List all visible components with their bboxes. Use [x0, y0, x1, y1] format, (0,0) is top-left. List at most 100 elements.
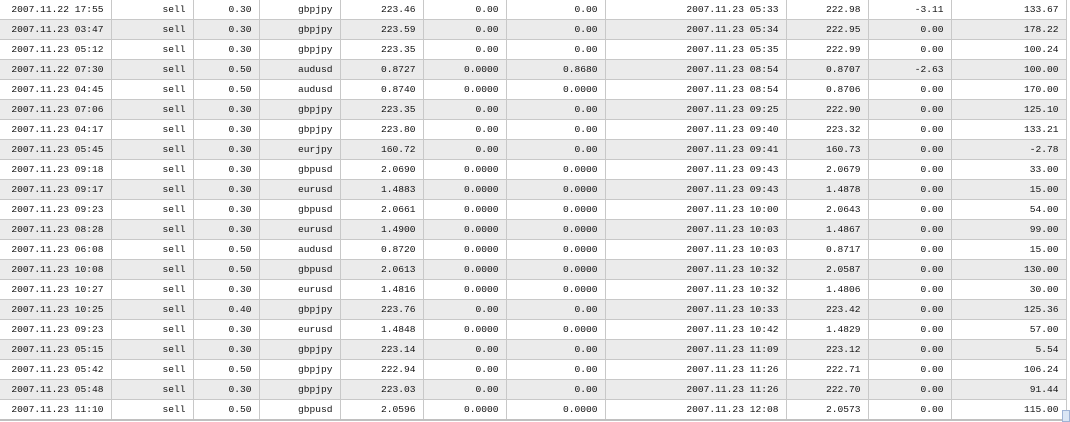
close-price-cell: 222.95 [786, 19, 869, 40]
table-row[interactable]: 2007.11.23 08:28 sell 0.30 eurusd 1.4900 0.00… [0, 219, 1067, 240]
type-cell: sell [111, 339, 194, 360]
table-row[interactable]: 2007.11.23 09:17 sell 0.30 eurusd 1.4883 0.00… [0, 179, 1067, 200]
type-cell: sell [111, 279, 194, 300]
close-price-cell: 222.90 [786, 99, 869, 120]
table-row[interactable]: 2007.11.23 03:47 sell 0.30 gbpjpy 223.59 0.00… [0, 19, 1067, 40]
table-row[interactable]: 2007.11.23 07:06 sell 0.30 gbpjpy 223.35 0.00… [0, 99, 1067, 120]
close-price-cell: 2.0643 [786, 199, 869, 220]
table-row[interactable]: 2007.11.23 09:23 sell 0.30 eurusd 1.4848 0.00… [0, 319, 1067, 340]
open-price-cell: 0.8740 [340, 79, 424, 100]
open-time-cell: 2007.11.23 05:48 [0, 379, 112, 400]
profit-cell: 99.00 [951, 219, 1067, 240]
size-cell: 0.30 [193, 19, 260, 40]
table-row[interactable]: 2007.11.22 17:55 sell 0.30 gbpjpy 223.46 0.00… [0, 0, 1067, 20]
close-time-cell: 2007.11.23 10:00 [605, 199, 787, 220]
type-cell: sell [111, 119, 194, 140]
type-cell: sell [111, 379, 194, 400]
take-profit-cell: 0.00 [506, 139, 606, 160]
close-price-cell: 2.0587 [786, 259, 869, 280]
size-cell: 0.50 [193, 79, 260, 100]
type-cell: sell [111, 159, 194, 180]
symbol-cell: gbpjpy [259, 119, 341, 140]
open-price-cell: 222.94 [340, 359, 424, 380]
open-time-cell: 2007.11.23 09:18 [0, 159, 112, 180]
stop-loss-cell: 0.00 [423, 39, 507, 60]
stop-loss-cell: 0.00 [423, 359, 507, 380]
profit-cell: 57.00 [951, 319, 1067, 340]
table-row[interactable]: 2007.11.23 10:27 sell 0.30 eurusd 1.4816 0.00… [0, 279, 1067, 300]
commission-cell: 0.00 [868, 279, 952, 300]
commission-cell: 0.00 [868, 79, 952, 100]
type-cell: sell [111, 259, 194, 280]
open-time-cell: 2007.11.23 05:12 [0, 39, 112, 60]
table-row[interactable]: 2007.11.23 05:12 sell 0.30 gbpjpy 223.35 0.00… [0, 39, 1067, 60]
close-time-cell: 2007.11.23 10:33 [605, 299, 787, 320]
open-time-cell: 2007.11.23 06:08 [0, 239, 112, 260]
size-cell: 0.50 [193, 59, 260, 80]
table-row[interactable]: 2007.11.23 05:45 sell 0.30 eurjpy 160.72 0.00… [0, 139, 1067, 160]
table-row[interactable]: 2007.11.23 11:10 sell 0.50 gbpusd 2.0596 0.00… [0, 399, 1067, 421]
open-price-cell: 2.0690 [340, 159, 424, 180]
open-price-cell: 1.4900 [340, 219, 424, 240]
close-time-cell: 2007.11.23 11:09 [605, 339, 787, 360]
stop-loss-cell: 0.00 [423, 139, 507, 160]
size-cell: 0.50 [193, 259, 260, 280]
close-time-cell: 2007.11.23 11:26 [605, 379, 787, 400]
symbol-cell: eurusd [259, 219, 341, 240]
table-row[interactable]: 2007.11.23 04:17 sell 0.30 gbpjpy 223.80 0.00… [0, 119, 1067, 140]
commission-cell: 0.00 [868, 319, 952, 340]
close-time-cell: 2007.11.23 12:08 [605, 399, 787, 421]
table-row[interactable]: 2007.11.23 04:45 sell 0.50 audusd 0.8740 0.00… [0, 79, 1067, 100]
open-price-cell: 223.03 [340, 379, 424, 400]
open-time-cell: 2007.11.23 05:42 [0, 359, 112, 380]
close-time-cell: 2007.11.23 10:42 [605, 319, 787, 340]
take-profit-cell: 0.0000 [506, 199, 606, 220]
commission-cell: 0.00 [868, 99, 952, 120]
stop-loss-cell: 0.0000 [423, 179, 507, 200]
open-time-cell: 2007.11.23 08:28 [0, 219, 112, 240]
open-time-cell: 2007.11.23 04:45 [0, 79, 112, 100]
close-price-cell: 1.4829 [786, 319, 869, 340]
open-price-cell: 2.0661 [340, 199, 424, 220]
open-time-cell: 2007.11.23 09:17 [0, 179, 112, 200]
symbol-cell: gbpjpy [259, 99, 341, 120]
open-time-cell: 2007.11.23 10:25 [0, 299, 112, 320]
table-row[interactable]: 2007.11.23 10:25 sell 0.40 gbpjpy 223.76 0.00… [0, 299, 1067, 320]
profit-cell: 100.00 [951, 59, 1067, 80]
size-cell: 0.30 [193, 119, 260, 140]
table-row[interactable]: 2007.11.23 09:18 sell 0.30 gbpusd 2.0690 0.00… [0, 159, 1067, 180]
close-time-cell: 2007.11.23 05:33 [605, 0, 787, 20]
symbol-cell: gbpjpy [259, 379, 341, 400]
close-time-cell: 2007.11.23 08:54 [605, 59, 787, 80]
type-cell: sell [111, 399, 194, 421]
table-row[interactable]: 2007.11.23 10:08 sell 0.50 gbpusd 2.0613 0.00… [0, 259, 1067, 280]
type-cell: sell [111, 139, 194, 160]
take-profit-cell: 0.0000 [506, 219, 606, 240]
stop-loss-cell: 0.0000 [423, 219, 507, 240]
commission-cell: 0.00 [868, 259, 952, 280]
table-row[interactable]: 2007.11.23 09:23 sell 0.30 gbpusd 2.0661 0.00… [0, 199, 1067, 220]
open-price-cell: 223.80 [340, 119, 424, 140]
type-cell: sell [111, 99, 194, 120]
size-cell: 0.30 [193, 279, 260, 300]
close-time-cell: 2007.11.23 10:03 [605, 239, 787, 260]
table-row[interactable]: 2007.11.23 05:15 sell 0.30 gbpjpy 223.14 0.00… [0, 339, 1067, 360]
table-row[interactable]: 2007.11.22 07:30 sell 0.50 audusd 0.8727 0.00… [0, 59, 1067, 80]
take-profit-cell: 0.0000 [506, 259, 606, 280]
table-row[interactable]: 2007.11.23 05:48 sell 0.30 gbpjpy 223.03 0.00… [0, 379, 1067, 400]
stop-loss-cell: 0.0000 [423, 319, 507, 340]
profit-cell: 125.36 [951, 299, 1067, 320]
size-cell: 0.50 [193, 359, 260, 380]
stop-loss-cell: 0.0000 [423, 199, 507, 220]
size-cell: 0.30 [193, 219, 260, 240]
open-time-cell: 2007.11.23 10:27 [0, 279, 112, 300]
size-cell: 0.40 [193, 299, 260, 320]
type-cell: sell [111, 199, 194, 220]
size-cell: 0.30 [193, 319, 260, 340]
profit-cell: 15.00 [951, 179, 1067, 200]
resize-grip-icon[interactable] [1062, 410, 1070, 422]
table-row[interactable]: 2007.11.23 06:08 sell 0.50 audusd 0.8720 0.00… [0, 239, 1067, 260]
table-row[interactable]: 2007.11.23 05:42 sell 0.50 gbpjpy 222.94 0.00… [0, 359, 1067, 380]
commission-cell: 0.00 [868, 179, 952, 200]
